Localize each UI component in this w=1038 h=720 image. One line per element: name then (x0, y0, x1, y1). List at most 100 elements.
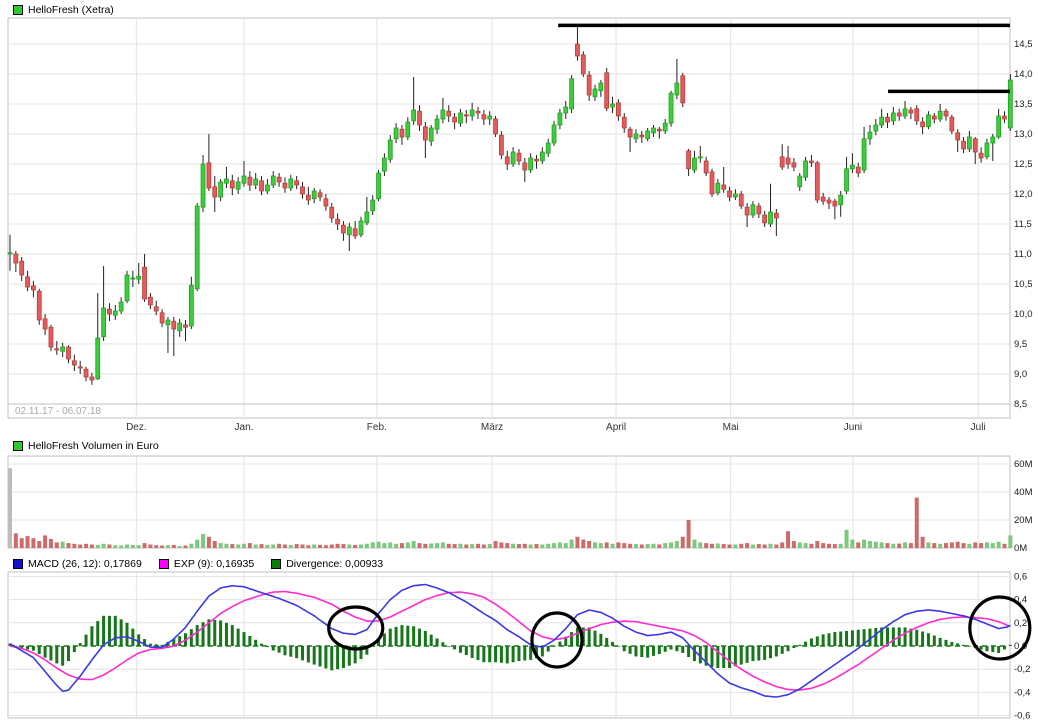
divergence-bar (318, 646, 322, 667)
volume-bar (136, 545, 141, 548)
month-label: April (606, 422, 626, 433)
divergence-bar (1003, 646, 1006, 650)
candle-body (984, 142, 990, 158)
candle-body (463, 114, 469, 117)
volume-bar (657, 544, 662, 548)
volume-bar (171, 544, 176, 548)
month-label: Jan. (235, 422, 254, 433)
price-panel-title: HelloFresh (Xetra) (28, 4, 114, 16)
divergence-bar (458, 646, 462, 653)
candle-body (592, 88, 598, 98)
divergence-bar (341, 646, 345, 669)
volume-bar (516, 544, 521, 548)
volume-bar (786, 531, 791, 548)
volume-bar (768, 543, 773, 548)
volume-bar (961, 543, 966, 548)
volume-bar (353, 544, 358, 548)
volume-bar (13, 533, 18, 548)
candle-body (265, 184, 270, 192)
candle-body (656, 128, 662, 132)
volume-bar (417, 543, 422, 548)
volume-bar (60, 541, 65, 548)
candle-body (95, 337, 101, 380)
volume-bar (990, 543, 995, 548)
candle-body (937, 110, 943, 120)
volume-bar (903, 542, 908, 548)
candle-body (534, 158, 539, 162)
candle-body (77, 366, 83, 369)
volume-bar (803, 543, 808, 548)
candle-body (31, 285, 36, 291)
candle-body (832, 200, 838, 207)
candle-body (259, 180, 264, 192)
divergence-bar (903, 627, 907, 646)
volume-bar (920, 536, 925, 548)
candle-body (83, 368, 89, 378)
divergence-bar (388, 628, 392, 646)
volume-bar (364, 543, 369, 548)
divergence-bar (698, 646, 702, 664)
candle-body (481, 114, 487, 120)
divergence-bar (628, 646, 632, 654)
candle-body (282, 182, 288, 189)
candle-body (188, 284, 194, 327)
divergence-bar (102, 615, 106, 646)
month-label: Juni (844, 422, 862, 433)
divergence-bar (634, 646, 638, 657)
volume-bar (1002, 543, 1007, 548)
divergence-bar (125, 622, 129, 646)
candle-body (814, 162, 820, 201)
candle-body (294, 180, 300, 186)
candle-body (639, 134, 645, 138)
macd-axis-label: 0,2 (1014, 618, 1027, 629)
candle-body (943, 110, 949, 117)
volume-bar (522, 543, 527, 548)
volume-bar (148, 544, 153, 548)
candle-body (393, 127, 399, 140)
divergence-bar (377, 638, 381, 646)
divergence-bar (78, 643, 82, 646)
candle-body (931, 115, 937, 120)
volume-bar (669, 542, 674, 548)
candle-body (914, 108, 920, 122)
volume-bar (827, 543, 831, 548)
candle-body (733, 193, 738, 198)
divergence-bar (189, 629, 193, 646)
candle-body (528, 157, 534, 171)
divergence-bar (874, 628, 878, 646)
candle-body (364, 211, 370, 224)
candle-body (112, 310, 118, 316)
volume-bar (89, 544, 94, 548)
candle-body (71, 360, 77, 366)
volume-bar (552, 543, 557, 548)
month-label: Juli (971, 422, 986, 433)
candle-body (422, 126, 428, 141)
divergence-bar (113, 615, 117, 646)
candle-body (54, 348, 60, 351)
volume-bar (762, 544, 767, 548)
divergence-bar (131, 628, 135, 646)
exp-series-marker-icon (158, 559, 169, 569)
divergence-bar (423, 630, 427, 646)
candle-body (499, 134, 504, 156)
divergence-bar (517, 646, 521, 662)
candle-body (662, 122, 668, 132)
divergence-bar (535, 646, 538, 659)
divergence-bar (774, 646, 778, 657)
candle-body (598, 82, 604, 92)
candle-body (159, 312, 165, 324)
candle-body (955, 132, 961, 141)
candle-body (756, 205, 762, 215)
divergence-bar (37, 646, 41, 655)
volume-bar (464, 544, 469, 548)
divergence-bar (464, 646, 468, 655)
volume-bar (850, 539, 855, 548)
price-axis-label: 13,0 (1014, 129, 1033, 140)
candle-body (727, 190, 732, 198)
candle-body (850, 164, 855, 170)
candle-body (703, 160, 709, 174)
volume-bar (177, 545, 182, 548)
volume-bar (704, 543, 709, 548)
candle-body (276, 176, 282, 183)
divergence-bar (453, 646, 457, 650)
